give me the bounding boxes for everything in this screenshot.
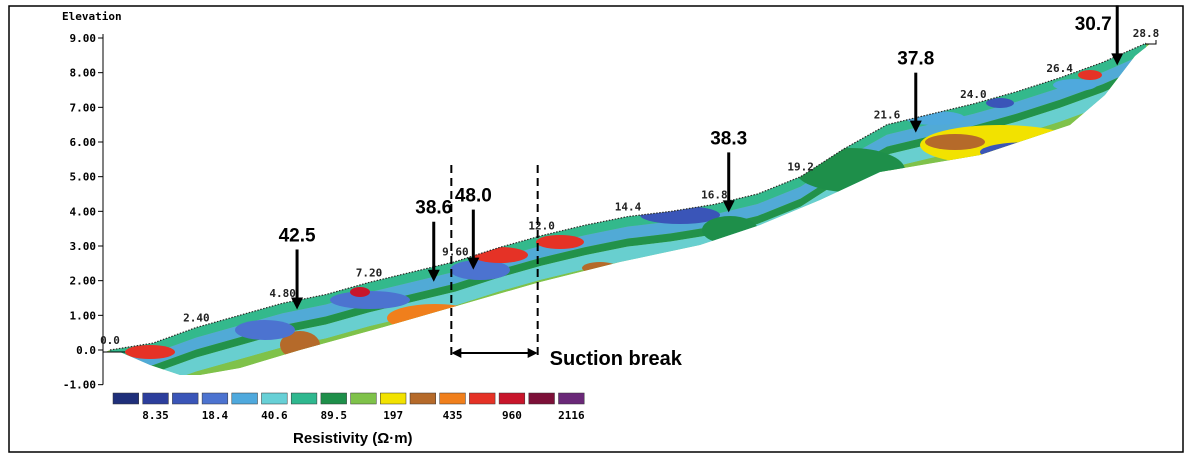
resistivity-anomaly (1078, 70, 1102, 80)
band-surface-green (110, 43, 1146, 360)
surface-distance-label: 0.0 (100, 334, 120, 347)
colorbar-swatch (498, 392, 526, 405)
y-axis-label: Elevation (62, 10, 122, 23)
band-cyan (110, 73, 1146, 375)
colorbar-swatch (142, 392, 169, 405)
resistivity-anomaly (125, 345, 175, 359)
colorbar-tick-label: 960 (502, 409, 522, 422)
annotation-arrowhead (909, 120, 922, 133)
colorbar-tick-label: 8.35 (142, 409, 169, 422)
y-tick-label: 3.00 (70, 240, 97, 253)
ground-surface (109, 42, 1147, 351)
annotations: 42.5 38.648.0 38.3 37.8 30.7 (279, 5, 1124, 310)
annotation-value: 30.7 (1075, 14, 1112, 35)
colorbar-swatch (201, 392, 229, 405)
annotation-value: 48.0 (455, 186, 492, 207)
colorbar-swatch (469, 392, 496, 405)
resistivity-anomaly (986, 98, 1014, 108)
surface-distance-label: 14.4 (615, 201, 642, 214)
band-light-blue (110, 53, 1146, 372)
resistivity-anomaly (450, 260, 510, 280)
band-dark-green (110, 65, 1146, 375)
colorbar-tick-label: 18.4 (202, 409, 229, 422)
surface-distance-labels: 0.0 2.40 4.80 7.20 9.60 12.0 14.4 16.8 19.2 21.6 2… (100, 27, 1159, 347)
surface-distance-label: 26.4 (1046, 62, 1073, 75)
annotation-value: 37.8 (897, 49, 934, 70)
resistivity-anomaly (350, 287, 370, 297)
resistivity-anomaly (536, 235, 584, 249)
y-axis: 9.00 8.00 7.00 6.00 5.00 4.00 3.00 2.00 1.00 0.0 -… (63, 32, 104, 392)
y-tick-label: 9.00 (70, 32, 97, 45)
annotation-value: 38.6 (415, 198, 452, 219)
y-tick-label: 0.0 (76, 344, 96, 357)
y-tick-label: 4.00 (70, 205, 97, 218)
colorbar-swatch (558, 392, 585, 405)
annotation-value: 42.5 (279, 225, 316, 246)
annotation-arrowhead (722, 200, 735, 213)
colorbar-swatch (290, 392, 318, 405)
colorbar-tick-label: 435 (443, 409, 463, 422)
annotation-arrowhead (291, 297, 304, 310)
suction-break-arrow-right (527, 348, 538, 358)
y-tick-label: 6.00 (70, 136, 97, 149)
colorbar-tick-label: 89.5 (321, 409, 348, 422)
annotation-arrowhead (1111, 53, 1124, 66)
surface-distance-label: 19.2 (787, 161, 814, 174)
colorbar-title: Resistivity (Ω·m) (293, 430, 413, 447)
annotation-value: 38.3 (710, 128, 747, 149)
resistivity-anomaly (925, 134, 985, 150)
colorbar-swatch (112, 392, 139, 405)
surface-distance-label: 2.40 (183, 311, 210, 324)
y-tick-label: 2.00 (70, 275, 97, 288)
annotation-arrowhead (467, 257, 480, 270)
end-tick (1145, 40, 1157, 45)
suction-break-marker: Suction break (450, 165, 683, 370)
y-tick-label: 7.00 (70, 101, 97, 114)
y-tick-label: 8.00 (70, 67, 97, 80)
colorbar-swatch (439, 392, 466, 405)
y-tick-label: 5.00 (70, 171, 97, 184)
colorbar-swatch (409, 392, 436, 405)
suction-break-label: Suction break (550, 348, 683, 370)
colorbar-swatch (350, 392, 377, 405)
surface-distance-label: 28.8 (1133, 27, 1160, 40)
annotation-arrowhead (427, 269, 440, 282)
y-tick-label: 1.00 (70, 309, 97, 322)
colorbar-swatch (261, 392, 288, 405)
resistivity-anomaly (235, 320, 295, 340)
suction-break-arrow-left (451, 348, 462, 358)
surface-distance-label: 21.6 (874, 109, 901, 122)
colorbar-swatch (231, 392, 258, 405)
colorbar-tick-label: 40.6 (261, 409, 288, 422)
y-tick-label: -1.00 (63, 379, 96, 392)
colorbar-swatch (528, 392, 555, 405)
colorbar: 8.35 18.4 40.6 89.5 197 435 960 2116 Resistivity… (112, 392, 585, 447)
resistivity-anomaly (330, 291, 410, 309)
colorbar-swatch (172, 392, 199, 405)
colorbar-tick-label: 2116 (558, 409, 585, 422)
resistivity-anomaly (1053, 79, 1097, 91)
surface-distance-label: 4.80 (269, 287, 296, 300)
surface-distance-label: 24.0 (960, 88, 987, 101)
surface-distance-label: 9.60 (442, 246, 469, 259)
band-light-green (110, 87, 1146, 375)
surface-distance-label: 7.20 (356, 266, 383, 279)
surface-distance-label: 12.0 (528, 220, 555, 233)
colorbar-tick-label: 197 (383, 409, 403, 422)
colorbar-swatch (320, 392, 347, 405)
colorbar-swatch (380, 392, 407, 405)
surface-distance-label: 16.8 (701, 188, 728, 201)
